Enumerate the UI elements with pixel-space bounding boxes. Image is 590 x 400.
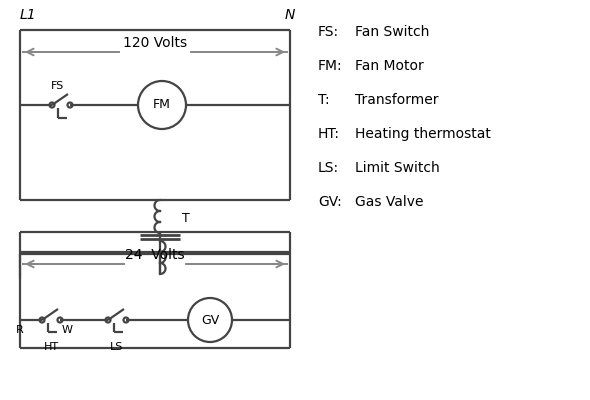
Text: N: N <box>285 8 295 22</box>
Text: 120 Volts: 120 Volts <box>123 36 187 50</box>
Text: T: T <box>182 212 190 224</box>
Text: GV:: GV: <box>318 195 342 209</box>
Text: 24  Volts: 24 Volts <box>125 248 185 262</box>
Text: GV: GV <box>201 314 219 326</box>
Text: R: R <box>16 325 24 335</box>
Text: LS: LS <box>110 342 124 352</box>
Text: T:: T: <box>318 93 330 107</box>
Text: L1: L1 <box>20 8 37 22</box>
Text: FM:: FM: <box>318 59 343 73</box>
Text: Fan Motor: Fan Motor <box>355 59 424 73</box>
Text: HT: HT <box>44 342 58 352</box>
Text: FS: FS <box>51 81 64 91</box>
Text: LS:: LS: <box>318 161 339 175</box>
Text: Transformer: Transformer <box>355 93 438 107</box>
Text: Fan Switch: Fan Switch <box>355 25 430 39</box>
Text: W: W <box>62 325 73 335</box>
Text: Limit Switch: Limit Switch <box>355 161 440 175</box>
Text: Gas Valve: Gas Valve <box>355 195 424 209</box>
Text: HT:: HT: <box>318 127 340 141</box>
Text: FM: FM <box>153 98 171 112</box>
Text: FS:: FS: <box>318 25 339 39</box>
Text: Heating thermostat: Heating thermostat <box>355 127 491 141</box>
